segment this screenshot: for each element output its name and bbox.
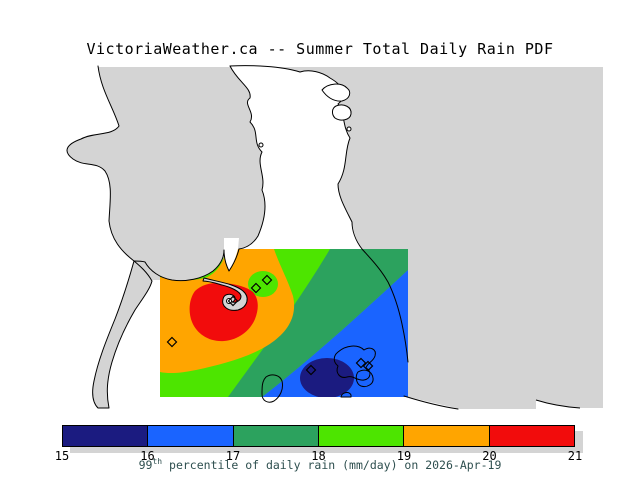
station-marker-diamond — [355, 357, 367, 369]
rain-region-17-18 — [228, 249, 408, 397]
land-southeast-corner — [536, 400, 603, 412]
station-markers — [166, 274, 374, 376]
rain-region-green-tongue — [248, 271, 278, 297]
coastline-north — [229, 65, 301, 73]
station-marker-diamond — [261, 274, 273, 286]
station-marker-diamond — [250, 282, 262, 294]
land-peninsula — [230, 65, 362, 249]
colorbar-tick-17: 17 — [225, 449, 241, 463]
caption-prefix: 99 — [138, 457, 153, 472]
colorbar-segment-15-16 — [63, 426, 148, 446]
station-marker-diamond — [227, 295, 239, 307]
colorbar-tick-15: 15 — [54, 449, 70, 463]
land-finger — [224, 238, 239, 271]
coastline-peninsula-west — [133, 65, 266, 282]
station-marker-diamond — [305, 364, 317, 376]
island-trial-outline — [261, 374, 283, 403]
coastline-south-left — [403, 395, 459, 410]
colorbar-segment-19-20 — [403, 426, 489, 446]
rain-region-15-16 — [300, 358, 354, 397]
colorbar — [62, 425, 575, 447]
colorbar-caption: 99th percentile of daily rain (mm/day) o… — [0, 457, 640, 472]
island-north-2 — [332, 104, 352, 121]
island-discovery-outline — [333, 345, 376, 381]
island-north-4 — [258, 142, 264, 148]
station-marker-diamond — [166, 336, 178, 348]
colorbar-tick-16: 16 — [140, 449, 155, 463]
colorbar-tick-20: 20 — [482, 449, 497, 463]
finlayson-arm-water — [92, 260, 153, 409]
island-north-1 — [321, 83, 351, 102]
colorbar-segment-17-18 — [232, 426, 318, 446]
colorbar-tick-18: 18 — [311, 449, 326, 463]
caption-superscript: th — [152, 457, 163, 466]
coastline-southeast — [535, 399, 581, 409]
island-north-3 — [346, 126, 352, 132]
colorbar-tick-19: 19 — [396, 449, 412, 463]
colorbar-segment-18-19 — [317, 426, 404, 446]
colorbar-segment-20-21 — [488, 426, 574, 446]
coastline-inlet-west — [66, 65, 135, 262]
caption-rest: percentile of daily rain (mm/day) on 202… — [162, 457, 502, 472]
inlet-bottom-water — [138, 238, 227, 281]
station-marker-diamond — [362, 360, 374, 372]
island-small-outline — [340, 392, 352, 398]
colorbar-segment-16-17 — [147, 426, 233, 446]
colorbar-tick-21: 21 — [567, 449, 583, 463]
plot-title: VictoriaWeather.ca -- Summer Total Daily… — [86, 40, 554, 58]
